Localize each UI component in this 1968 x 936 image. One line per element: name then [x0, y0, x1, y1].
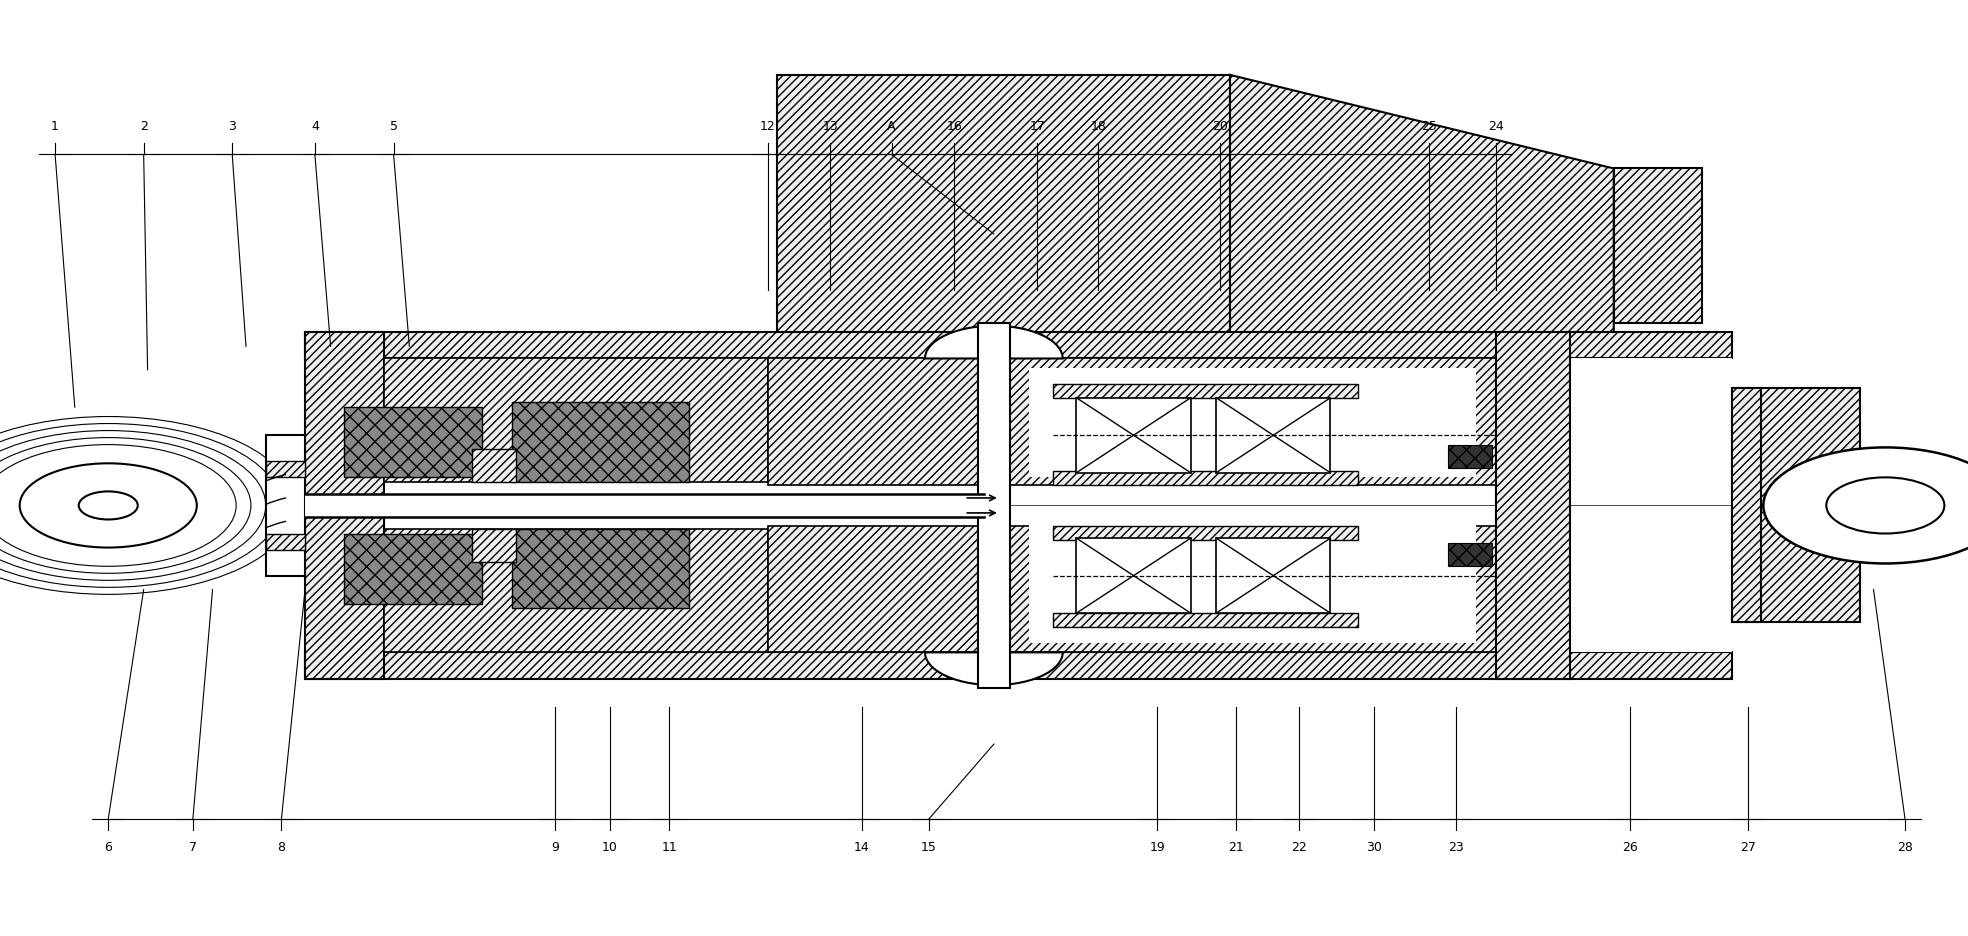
Polygon shape: [777, 75, 1230, 346]
Text: 30: 30: [1366, 841, 1382, 854]
Text: 17: 17: [1029, 120, 1045, 133]
Bar: [1053, 613, 1358, 627]
Text: 21: 21: [1228, 841, 1244, 854]
Bar: [1732, 388, 1761, 622]
Text: 11: 11: [661, 841, 677, 854]
Bar: [1570, 358, 1732, 652]
Text: 23: 23: [1448, 841, 1464, 854]
Text: 9: 9: [551, 841, 559, 854]
Bar: [472, 529, 516, 562]
Bar: [1496, 332, 1570, 679]
Bar: [1448, 543, 1492, 566]
Text: 8: 8: [277, 841, 285, 854]
Polygon shape: [1230, 75, 1614, 346]
Text: A: A: [888, 120, 895, 133]
Bar: [384, 358, 768, 482]
Bar: [1076, 538, 1191, 613]
Bar: [1010, 526, 1496, 652]
Bar: [305, 332, 1732, 358]
Bar: [384, 529, 768, 652]
Polygon shape: [925, 652, 1063, 685]
Polygon shape: [1614, 168, 1702, 323]
Bar: [305, 494, 984, 517]
Bar: [768, 526, 978, 652]
Text: 4: 4: [311, 120, 319, 133]
Bar: [266, 534, 305, 550]
Text: 3: 3: [228, 120, 236, 133]
Circle shape: [1826, 477, 1944, 534]
Text: 16: 16: [947, 120, 962, 133]
Text: 28: 28: [1897, 841, 1913, 854]
Bar: [305, 332, 384, 679]
Text: 18: 18: [1090, 120, 1106, 133]
Text: 15: 15: [921, 841, 937, 854]
Text: 14: 14: [854, 841, 870, 854]
Circle shape: [79, 491, 138, 519]
Bar: [266, 435, 305, 576]
Bar: [472, 449, 516, 482]
Circle shape: [20, 463, 197, 548]
Polygon shape: [925, 326, 1063, 358]
Text: 5: 5: [390, 120, 398, 133]
Bar: [344, 534, 482, 604]
Text: 7: 7: [189, 841, 197, 854]
Text: 6: 6: [104, 841, 112, 854]
Text: 25: 25: [1421, 120, 1437, 133]
Bar: [512, 529, 689, 608]
Bar: [1053, 471, 1358, 485]
Bar: [1029, 368, 1476, 477]
Bar: [768, 358, 978, 485]
Text: 26: 26: [1622, 841, 1637, 854]
Bar: [344, 407, 482, 477]
Text: 20: 20: [1212, 120, 1228, 133]
Bar: [305, 358, 1732, 652]
Bar: [1053, 526, 1358, 540]
Bar: [1076, 398, 1191, 473]
Bar: [1216, 398, 1330, 473]
Bar: [978, 323, 1010, 688]
Bar: [266, 461, 305, 477]
Bar: [1216, 538, 1330, 613]
Text: 19: 19: [1149, 841, 1165, 854]
Text: 12: 12: [760, 120, 775, 133]
Bar: [305, 652, 1732, 679]
Text: 2: 2: [140, 120, 148, 133]
Circle shape: [1763, 447, 1968, 563]
Text: 13: 13: [823, 120, 838, 133]
Bar: [512, 402, 689, 482]
Bar: [1029, 524, 1476, 643]
Bar: [1448, 445, 1492, 468]
Bar: [1053, 384, 1358, 398]
Bar: [1732, 388, 1860, 622]
Text: 1: 1: [51, 120, 59, 133]
Bar: [1010, 358, 1496, 485]
Text: 27: 27: [1740, 841, 1755, 854]
Text: 24: 24: [1488, 120, 1504, 133]
Text: 10: 10: [602, 841, 618, 854]
Text: 22: 22: [1291, 841, 1307, 854]
